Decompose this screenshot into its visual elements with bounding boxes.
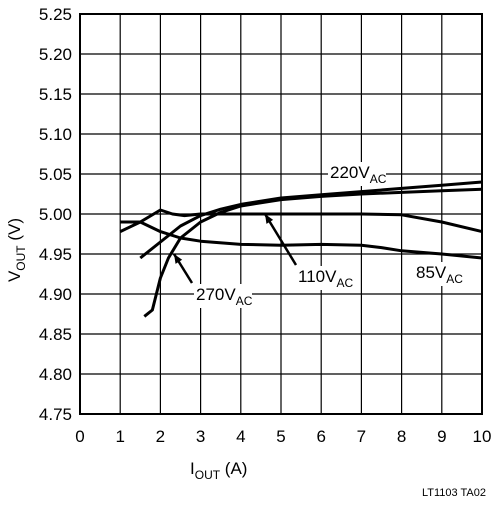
- series-name-sub: AC: [336, 276, 353, 290]
- x-tick-label: 7: [357, 427, 366, 446]
- series-name: 110V: [298, 267, 337, 286]
- series-name: 220V: [330, 163, 370, 182]
- series-name: 270V: [196, 285, 236, 304]
- y-tick-label: 4.95: [39, 245, 72, 264]
- label-bg: [194, 284, 252, 308]
- y-tick-label: 4.75: [39, 405, 72, 424]
- y-tick-label: 5.20: [39, 45, 72, 64]
- footnote: LT1103 TA02: [422, 487, 486, 499]
- arrow-head: [265, 214, 274, 224]
- y-tick-label: 5.05: [39, 165, 72, 184]
- series-line: [143, 187, 483, 318]
- y-tick-label: 4.80: [39, 365, 72, 384]
- x-tick-label: 9: [437, 427, 446, 446]
- y-label-unit: (V): [5, 218, 24, 245]
- arrow-head: [174, 254, 183, 264]
- label-bg: [414, 262, 472, 286]
- series-name-sub: AC: [236, 294, 253, 308]
- x-tick-label: 2: [156, 427, 165, 446]
- x-tick-label: 0: [75, 427, 84, 446]
- y-tick-label: 5.25: [39, 5, 72, 24]
- y-tick-label: 5.00: [39, 205, 72, 224]
- series-label: 110VAC: [298, 267, 353, 290]
- label-bg: [296, 266, 354, 290]
- x-tick-label: 8: [397, 427, 406, 446]
- series-line: [119, 208, 483, 234]
- y-tick-label: 4.90: [39, 285, 72, 304]
- x-tick-label: 1: [115, 427, 124, 446]
- x-label-unit: (A): [220, 459, 247, 478]
- x-label-main: I: [190, 459, 195, 478]
- series-label: 270VAC: [196, 285, 253, 308]
- x-tick-label: 5: [276, 427, 285, 446]
- series-name-sub: AC: [446, 272, 463, 286]
- plot-frame: [79, 13, 483, 415]
- x-axis-label: IOUT (A): [190, 459, 247, 482]
- y-tick-label: 5.10: [39, 125, 72, 144]
- x-label-sub: OUT: [195, 468, 221, 482]
- x-tick-label: 10: [473, 427, 492, 446]
- y-tick-label: 4.85: [39, 325, 72, 344]
- y-label-main: V: [5, 270, 24, 282]
- y-axis-label: VOUT (V): [5, 218, 28, 282]
- series-label: 220VAC: [330, 163, 387, 186]
- series-line: [139, 180, 483, 260]
- x-tick-label: 3: [196, 427, 205, 446]
- y-tick-label: 5.15: [39, 85, 72, 104]
- annotation-arrow: [263, 213, 298, 266]
- y-label-sub: OUT: [14, 245, 28, 271]
- x-tick-label: 4: [236, 427, 245, 446]
- x-tick-label: 6: [316, 427, 325, 446]
- series-name: 85V: [416, 263, 447, 282]
- label-bg: [328, 162, 386, 186]
- series-line: [120, 220, 483, 260]
- series-name-sub: AC: [370, 172, 387, 186]
- series-label: 85VAC: [416, 263, 463, 286]
